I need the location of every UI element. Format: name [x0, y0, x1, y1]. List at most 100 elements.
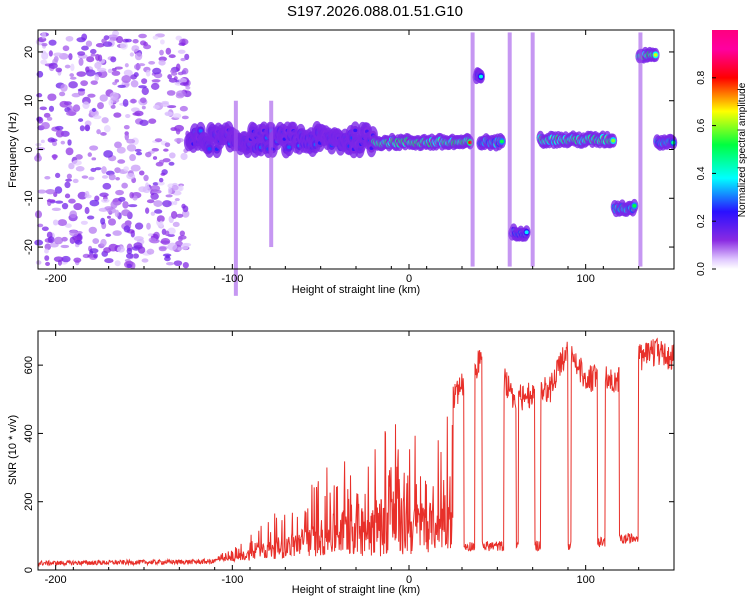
noise-blob: [130, 262, 136, 270]
noise-blob: [85, 66, 90, 73]
noise-blob: [58, 91, 66, 97]
noise-blob: [158, 246, 167, 252]
noise-blob: [70, 63, 75, 72]
noise-blob: [141, 105, 146, 110]
noise-blob: [169, 152, 176, 159]
noise-blob: [126, 173, 136, 180]
noise-blob: [104, 258, 114, 264]
noise-blob: [92, 238, 100, 244]
noise-blob: [108, 173, 116, 181]
snr-series-line: [37, 337, 675, 568]
noise-blob: [104, 206, 114, 211]
noise-blob: [106, 215, 111, 219]
noise-blob: [44, 176, 51, 180]
noise-blob: [82, 101, 90, 110]
noise-blob: [67, 139, 72, 146]
noise-blob: [85, 40, 93, 47]
noise-blob: [108, 99, 114, 107]
noise-blob: [53, 236, 64, 245]
noise-blob: [79, 125, 85, 132]
noise-blob: [103, 125, 111, 133]
noise-blob: [177, 247, 183, 251]
noise-blob: [53, 256, 64, 263]
noise-blob: [60, 244, 70, 249]
noise-blob: [184, 53, 190, 61]
noise-blob: [69, 229, 79, 237]
spectral-streak: [638, 32, 643, 267]
noise-blob: [123, 225, 131, 233]
noise-blob: [105, 233, 112, 237]
noise-blob: [107, 218, 117, 226]
tone-core: [524, 230, 529, 235]
noise-blob: [174, 197, 180, 202]
noise-blob: [72, 104, 81, 112]
noise-blob: [146, 248, 155, 255]
spectral-streak: [470, 32, 475, 267]
noise-blob: [148, 237, 157, 243]
noise-blob: [76, 71, 87, 77]
noise-blob: [48, 105, 55, 112]
spectrogram-x-label: Height of straight line (km): [292, 284, 420, 296]
noise-blob: [185, 85, 191, 90]
noise-blob: [40, 139, 45, 144]
noise-blob: [182, 67, 189, 75]
noise-blob: [48, 50, 53, 57]
spectral-streak: [233, 100, 238, 296]
noise-blob: [44, 248, 49, 254]
noise-blob: [152, 35, 159, 40]
noise-blob: [178, 78, 187, 84]
noise-blob: [173, 260, 183, 267]
noise-blob: [116, 35, 124, 44]
noise-blob: [73, 257, 82, 263]
tone-core: [287, 145, 292, 149]
noise-blob: [129, 52, 135, 57]
noise-blob: [57, 219, 68, 226]
noise-blob: [117, 84, 126, 88]
noise-blob: [107, 68, 113, 74]
noise-blob: [129, 191, 134, 199]
noise-blob: [116, 146, 126, 154]
tone-core: [198, 129, 203, 133]
noise-blob: [173, 200, 178, 206]
noise-blob: [52, 141, 58, 147]
noise-blob: [96, 129, 101, 135]
noise-blob: [152, 104, 160, 110]
noise-blob: [101, 117, 109, 124]
snr-panel: -200 -100 0 100 0 200 400 600 Height of straig…: [7, 330, 675, 596]
noise-blob: [152, 182, 159, 186]
tone-core: [353, 128, 358, 133]
noise-blob: [65, 147, 74, 156]
noise-blob: [41, 31, 47, 39]
noise-blob: [101, 166, 107, 174]
noise-blob: [145, 151, 152, 158]
noise-blob: [44, 255, 50, 261]
colorbar-tick-label: 0.8: [696, 70, 707, 84]
noise-blob: [95, 42, 105, 48]
noise-blob: [159, 49, 164, 56]
noise-blob: [37, 223, 44, 228]
noise-blob: [167, 242, 178, 251]
x-tick-label: 0: [406, 574, 412, 586]
tone-core: [653, 53, 658, 57]
noise-blob: [108, 243, 119, 252]
noise-blob: [146, 199, 155, 204]
noise-blob: [97, 70, 108, 79]
noise-blob: [114, 66, 123, 70]
x-tick-label: -200: [45, 574, 67, 586]
noise-blob: [138, 85, 147, 89]
noise-blob: [162, 200, 172, 208]
noise-blob: [145, 182, 150, 190]
noise-blob: [118, 196, 126, 202]
noise-blob: [126, 247, 133, 255]
x-tick-label: -200: [45, 273, 67, 285]
noise-blob: [178, 42, 186, 46]
snr-y-label: SNR (10 * v/v): [7, 415, 19, 485]
noise-blob: [90, 53, 96, 57]
noise-blob: [140, 97, 147, 104]
noise-blob: [177, 71, 184, 76]
noise-blob: [130, 80, 139, 88]
y-tick-label: -20: [23, 239, 35, 255]
spectrogram-feature: [653, 133, 678, 151]
spectrogram-feature: [370, 132, 475, 152]
